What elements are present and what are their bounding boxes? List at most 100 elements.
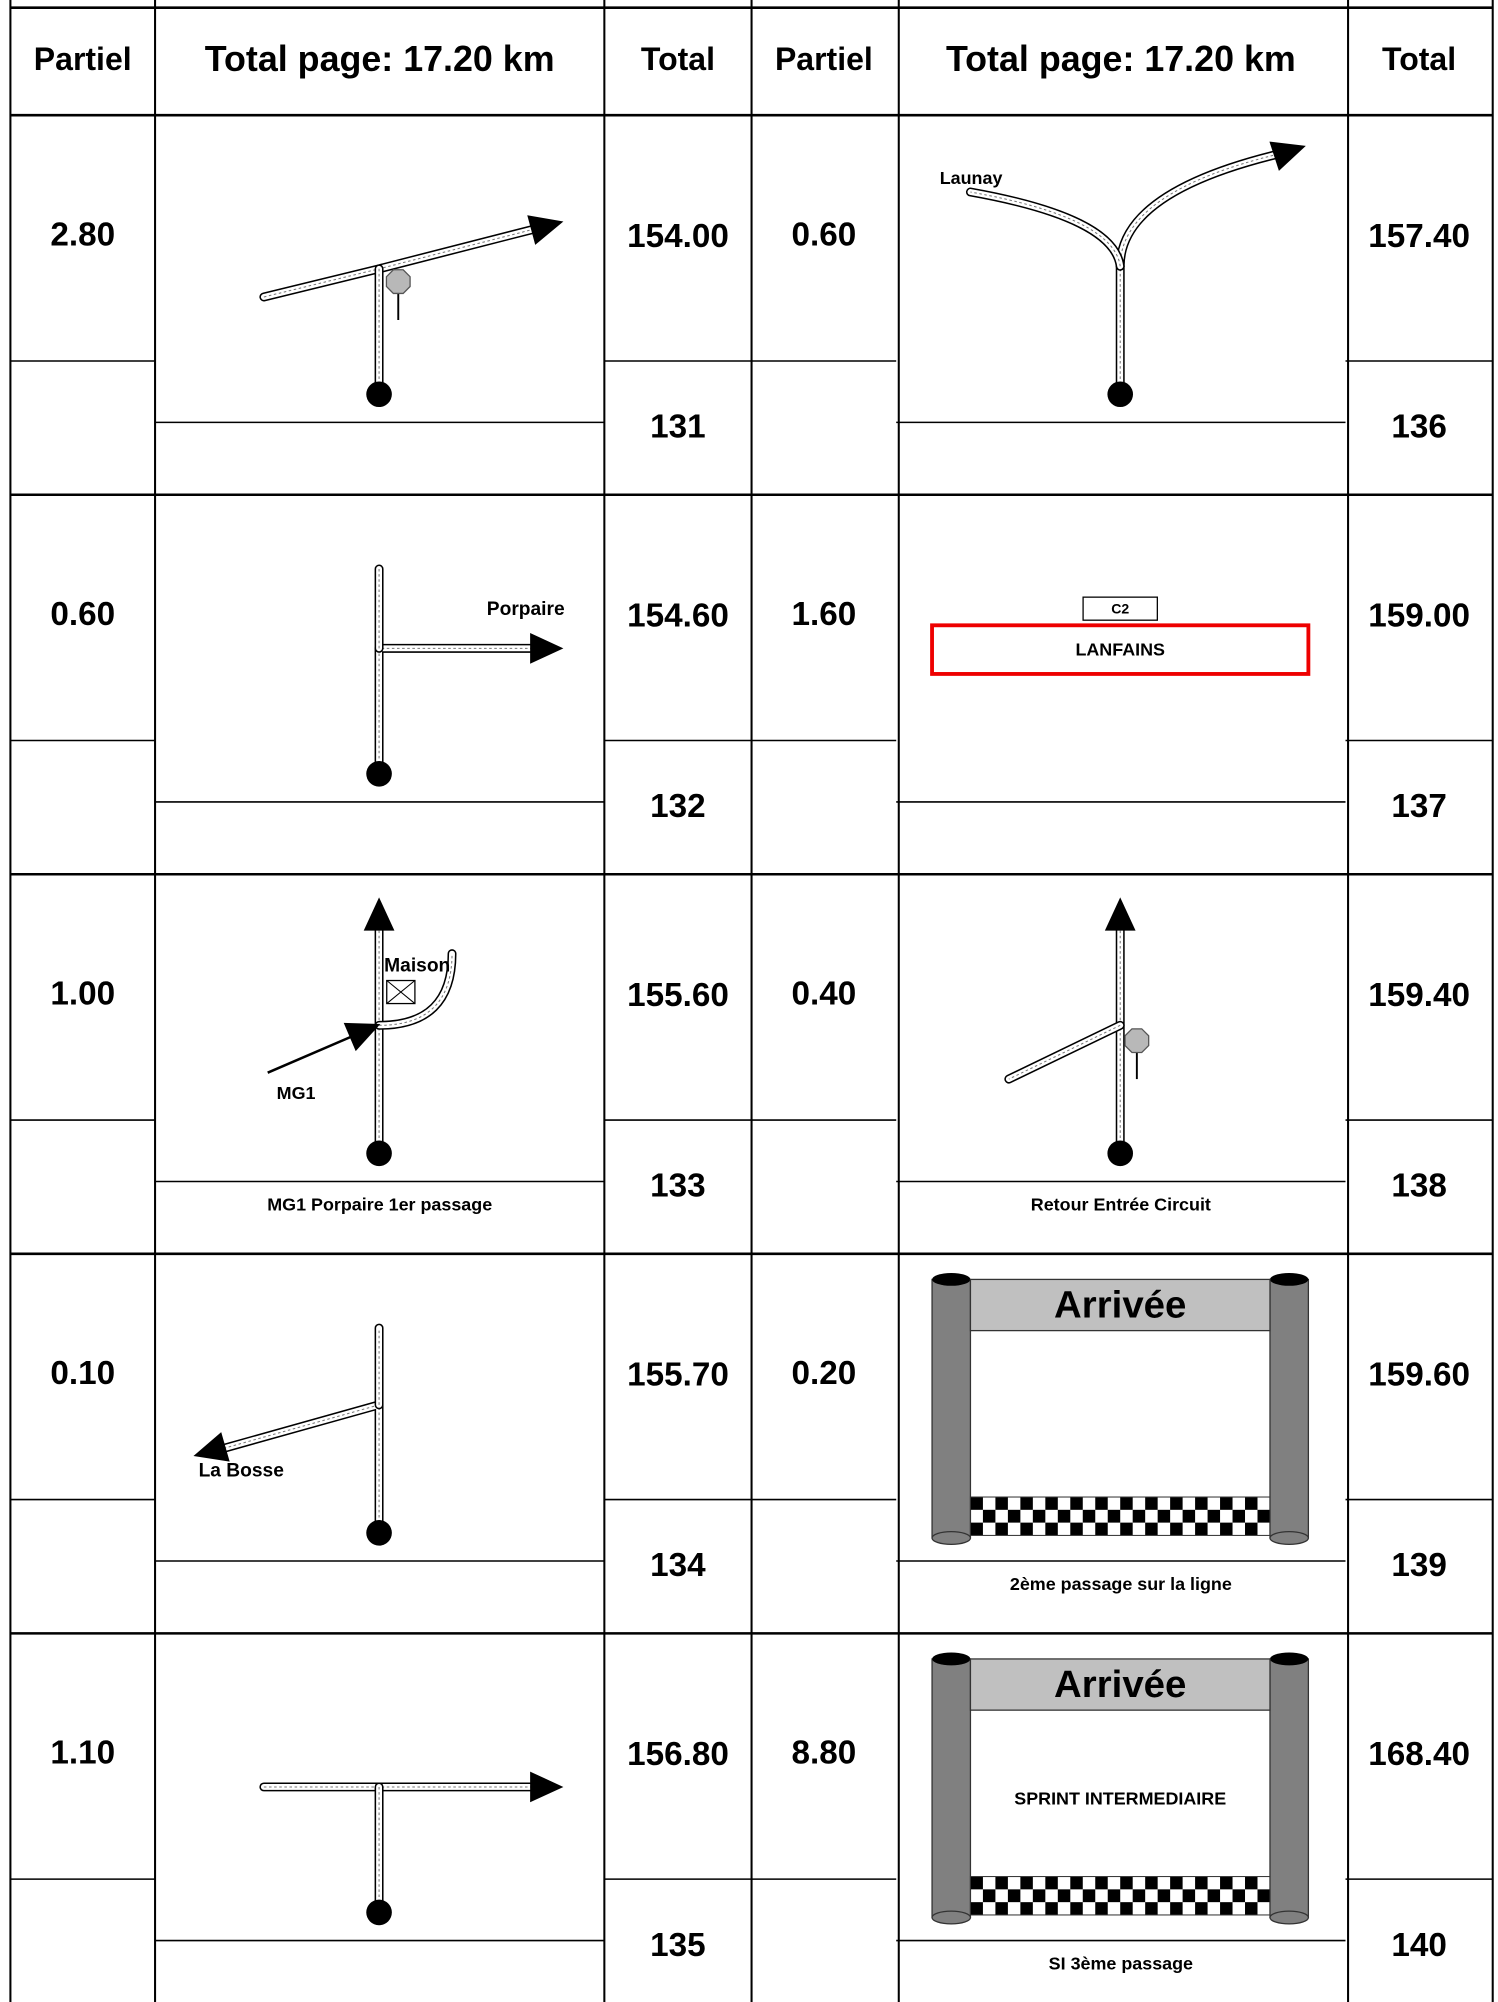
checker	[1257, 1509, 1270, 1523]
road-center	[1008, 1024, 1121, 1080]
checker	[1220, 1497, 1233, 1510]
diagram-label: MG1	[277, 1083, 316, 1103]
partiel: 1.60	[792, 596, 857, 633]
arrow-head	[193, 1432, 230, 1462]
checker	[1182, 1509, 1196, 1523]
checker	[1095, 1902, 1108, 1915]
checker	[1095, 1497, 1108, 1510]
checker	[1045, 1522, 1058, 1536]
diagram	[259, 1771, 564, 1926]
checker	[1145, 1497, 1158, 1510]
checker	[995, 1497, 1008, 1510]
checker	[1032, 1889, 1046, 1903]
gate-banner	[969, 1278, 1271, 1332]
checker	[1170, 1902, 1183, 1915]
pillar-top	[932, 1652, 971, 1666]
arrow-head	[1269, 141, 1306, 171]
diagram-label: Launay	[940, 168, 1003, 188]
checker	[1095, 1522, 1108, 1536]
checker	[970, 1522, 983, 1536]
checker	[1057, 1889, 1071, 1903]
checker	[995, 1876, 1008, 1890]
start-dot	[366, 1899, 392, 1926]
checker	[1095, 1876, 1108, 1890]
checker	[1120, 1522, 1133, 1536]
header-total: Total	[1382, 41, 1456, 77]
diagram: Arrivée SPRINT INTERMEDIAIRE	[931, 1652, 1310, 1925]
checker	[1070, 1876, 1083, 1890]
checker	[1007, 1509, 1021, 1523]
house-cross	[386, 980, 416, 1004]
header-partiel: Partiel	[775, 41, 873, 77]
road-center	[378, 647, 540, 774]
pillar-top	[1269, 1273, 1309, 1286]
checker	[970, 1497, 983, 1510]
checker	[995, 1522, 1008, 1536]
checker	[1082, 1509, 1096, 1523]
checker	[1170, 1522, 1183, 1536]
total: 159.40	[1368, 977, 1470, 1014]
pillar-top	[932, 1273, 971, 1286]
checker	[1045, 1902, 1058, 1915]
checker	[1145, 1902, 1158, 1915]
checker	[1157, 1889, 1171, 1903]
caption: MG1 Porpaire 1er passage	[267, 1195, 492, 1215]
arrow-head	[1104, 897, 1136, 931]
checker	[1257, 1889, 1270, 1903]
gate-pillar	[931, 1278, 972, 1539]
checker	[1020, 1497, 1033, 1510]
checker	[1070, 1497, 1083, 1510]
checker	[1020, 1902, 1033, 1915]
checker	[1132, 1509, 1146, 1523]
case-number: 136	[1391, 409, 1447, 446]
checker	[1057, 1509, 1071, 1523]
checker	[982, 1889, 996, 1903]
checker	[1132, 1889, 1146, 1903]
diagram: Maison MG1	[267, 897, 457, 1167]
header-total: Total	[641, 41, 715, 77]
checker	[1207, 1889, 1221, 1903]
road-center	[1119, 153, 1281, 267]
partiel: 0.60	[792, 217, 857, 254]
total: 159.00	[1368, 597, 1470, 634]
total: 155.70	[627, 1356, 729, 1393]
checker	[1032, 1509, 1046, 1523]
total: 154.00	[627, 218, 729, 255]
checker	[1220, 1876, 1233, 1890]
partiel: 2.80	[50, 217, 115, 254]
case-number: 140	[1391, 1927, 1447, 1964]
gate-pillar	[1269, 1278, 1310, 1539]
caption: 2ème passage sur la ligne	[1010, 1574, 1232, 1594]
checker	[1020, 1522, 1033, 1536]
case-number: 131	[650, 409, 706, 446]
checker	[1045, 1497, 1058, 1510]
partiel: 1.10	[50, 1735, 115, 1772]
diagram-label: La Bosse	[199, 1460, 285, 1481]
start-dot	[1107, 381, 1134, 408]
checker	[982, 1509, 996, 1523]
arrow-head	[530, 1771, 564, 1803]
diagram-label: Arrivée	[1054, 1663, 1186, 1706]
start-dot	[366, 1140, 392, 1167]
road-center	[970, 191, 1121, 267]
total: 156.80	[627, 1736, 729, 1773]
checker	[1070, 1902, 1083, 1915]
arrow-head	[527, 215, 564, 245]
diagram-label: LANFAINS	[1075, 640, 1165, 660]
case-number: 137	[1391, 788, 1447, 825]
checker	[1170, 1497, 1183, 1510]
sign	[385, 269, 411, 295]
diagram: Arrivée	[931, 1273, 1310, 1546]
checker	[1082, 1889, 1096, 1903]
gate-pillar	[931, 1658, 972, 1919]
case-number: 132	[650, 788, 706, 825]
checker	[1232, 1889, 1246, 1903]
checker	[1120, 1902, 1133, 1915]
checker	[1245, 1522, 1258, 1536]
diagram-label: Arrivée	[1054, 1284, 1186, 1327]
partiel: 0.60	[50, 596, 115, 633]
checker	[970, 1876, 983, 1890]
total: 159.60	[1368, 1356, 1470, 1393]
